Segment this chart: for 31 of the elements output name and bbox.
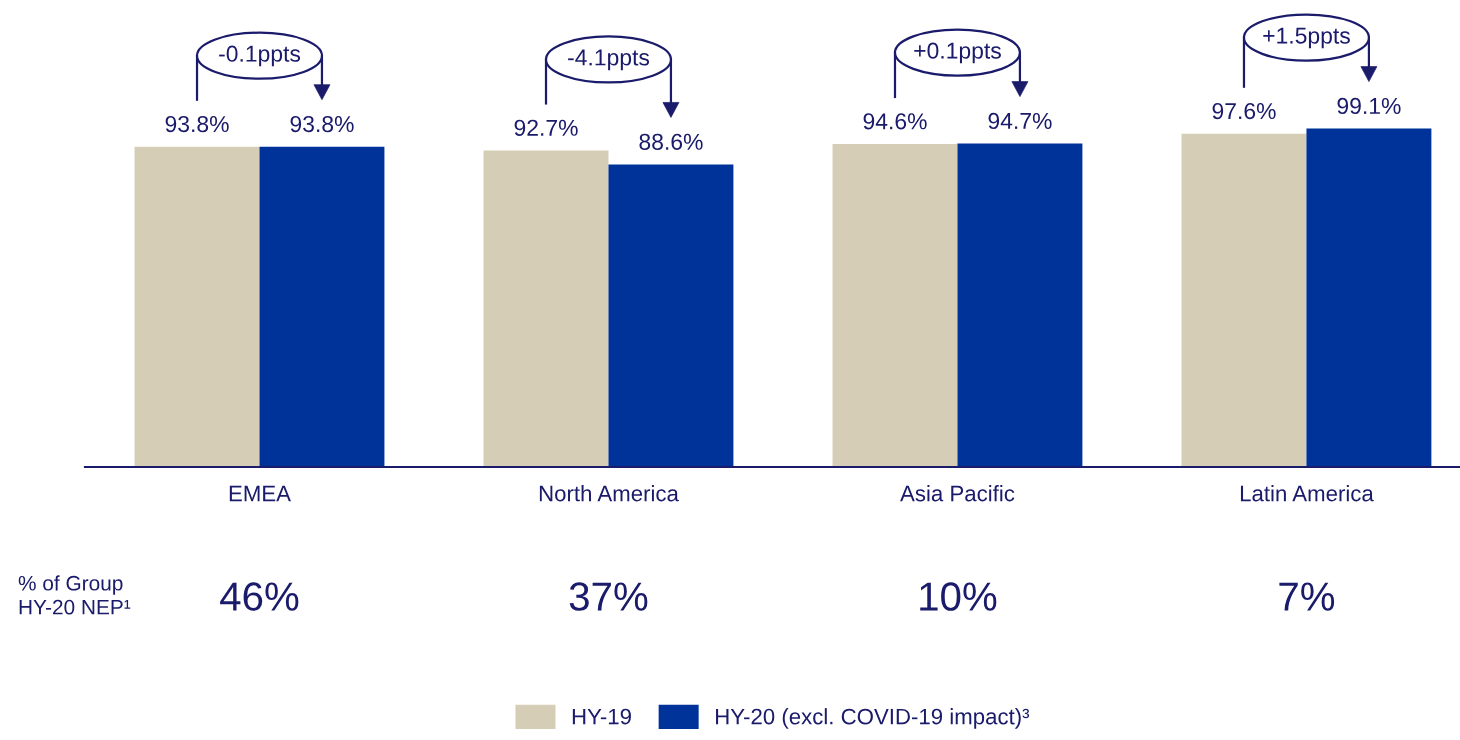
- text: -0.1ppts: [219, 45, 301, 67]
- data-label: 92.7%: [514, 119, 578, 136]
- bar: [1181, 133, 1307, 467]
- x-tick-label: Asia Pacific: [900, 485, 1015, 502]
- legend-label: HY-19: [572, 708, 631, 725]
- text: 46%: [220, 582, 299, 611]
- x-tick-label: North America: [539, 485, 679, 502]
- text: 7%: [1279, 582, 1335, 611]
- legend-label: HY-20 (excl. COVID-19 impact)³: [716, 708, 1030, 729]
- bar: [957, 143, 1083, 467]
- text: 37%: [569, 582, 648, 611]
- text: -4.1ppts: [568, 49, 650, 71]
- bar: [832, 143, 958, 467]
- text: % of Group HY-20 NEP¹: [18, 575, 131, 615]
- bar: [1306, 128, 1432, 467]
- data-label: 94.7%: [988, 112, 1052, 130]
- bar: [134, 146, 260, 467]
- data-label: 88.6%: [639, 133, 703, 150]
- text: +0.1ppts: [914, 42, 1001, 64]
- text: 10%: [920, 582, 997, 611]
- bar: [259, 146, 385, 467]
- bar: [608, 164, 734, 467]
- data-label: 93.8%: [290, 115, 354, 133]
- bar: [483, 150, 609, 467]
- x-tick-label: EMEA: [229, 485, 291, 502]
- data-label: 93.8%: [165, 115, 229, 133]
- data-label: 94.6%: [863, 113, 927, 130]
- x-tick-label: Latin America: [1240, 485, 1374, 502]
- data-label: 97.6%: [1212, 102, 1276, 120]
- data-label: 99.1%: [1337, 97, 1401, 115]
- text: +1.5ppts: [1263, 27, 1350, 49]
